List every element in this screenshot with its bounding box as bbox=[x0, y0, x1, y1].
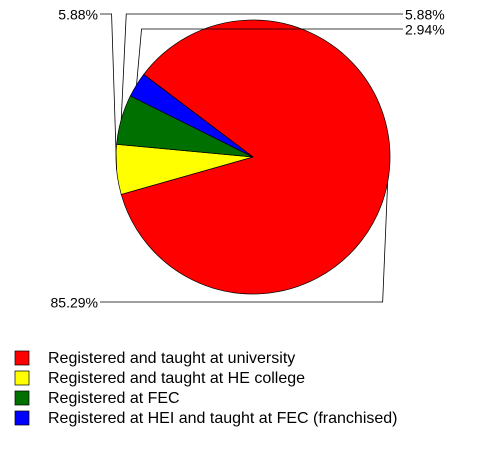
leader-line bbox=[100, 13, 117, 170]
value-label: 5.88% bbox=[58, 7, 98, 23]
value-label: 85.29% bbox=[51, 295, 98, 311]
leader-line bbox=[100, 182, 389, 303]
legend-swatch bbox=[14, 370, 30, 386]
pie-slice bbox=[129, 73, 254, 158]
legend-label: Registered and taught at university bbox=[48, 350, 295, 367]
legend-swatch bbox=[14, 350, 30, 366]
leader-line bbox=[136, 28, 403, 85]
value-label: 5.88% bbox=[405, 7, 445, 23]
legend-label: Registered at HEI and taught at FEC (fra… bbox=[48, 410, 398, 427]
legend-label: Registered at FEC bbox=[48, 390, 180, 407]
value-label: 2.94% bbox=[405, 22, 445, 38]
legend-swatch bbox=[14, 410, 30, 426]
leader-line bbox=[120, 13, 403, 120]
legend-swatch bbox=[14, 390, 30, 406]
legend-label: Registered and taught at HE college bbox=[48, 370, 305, 387]
